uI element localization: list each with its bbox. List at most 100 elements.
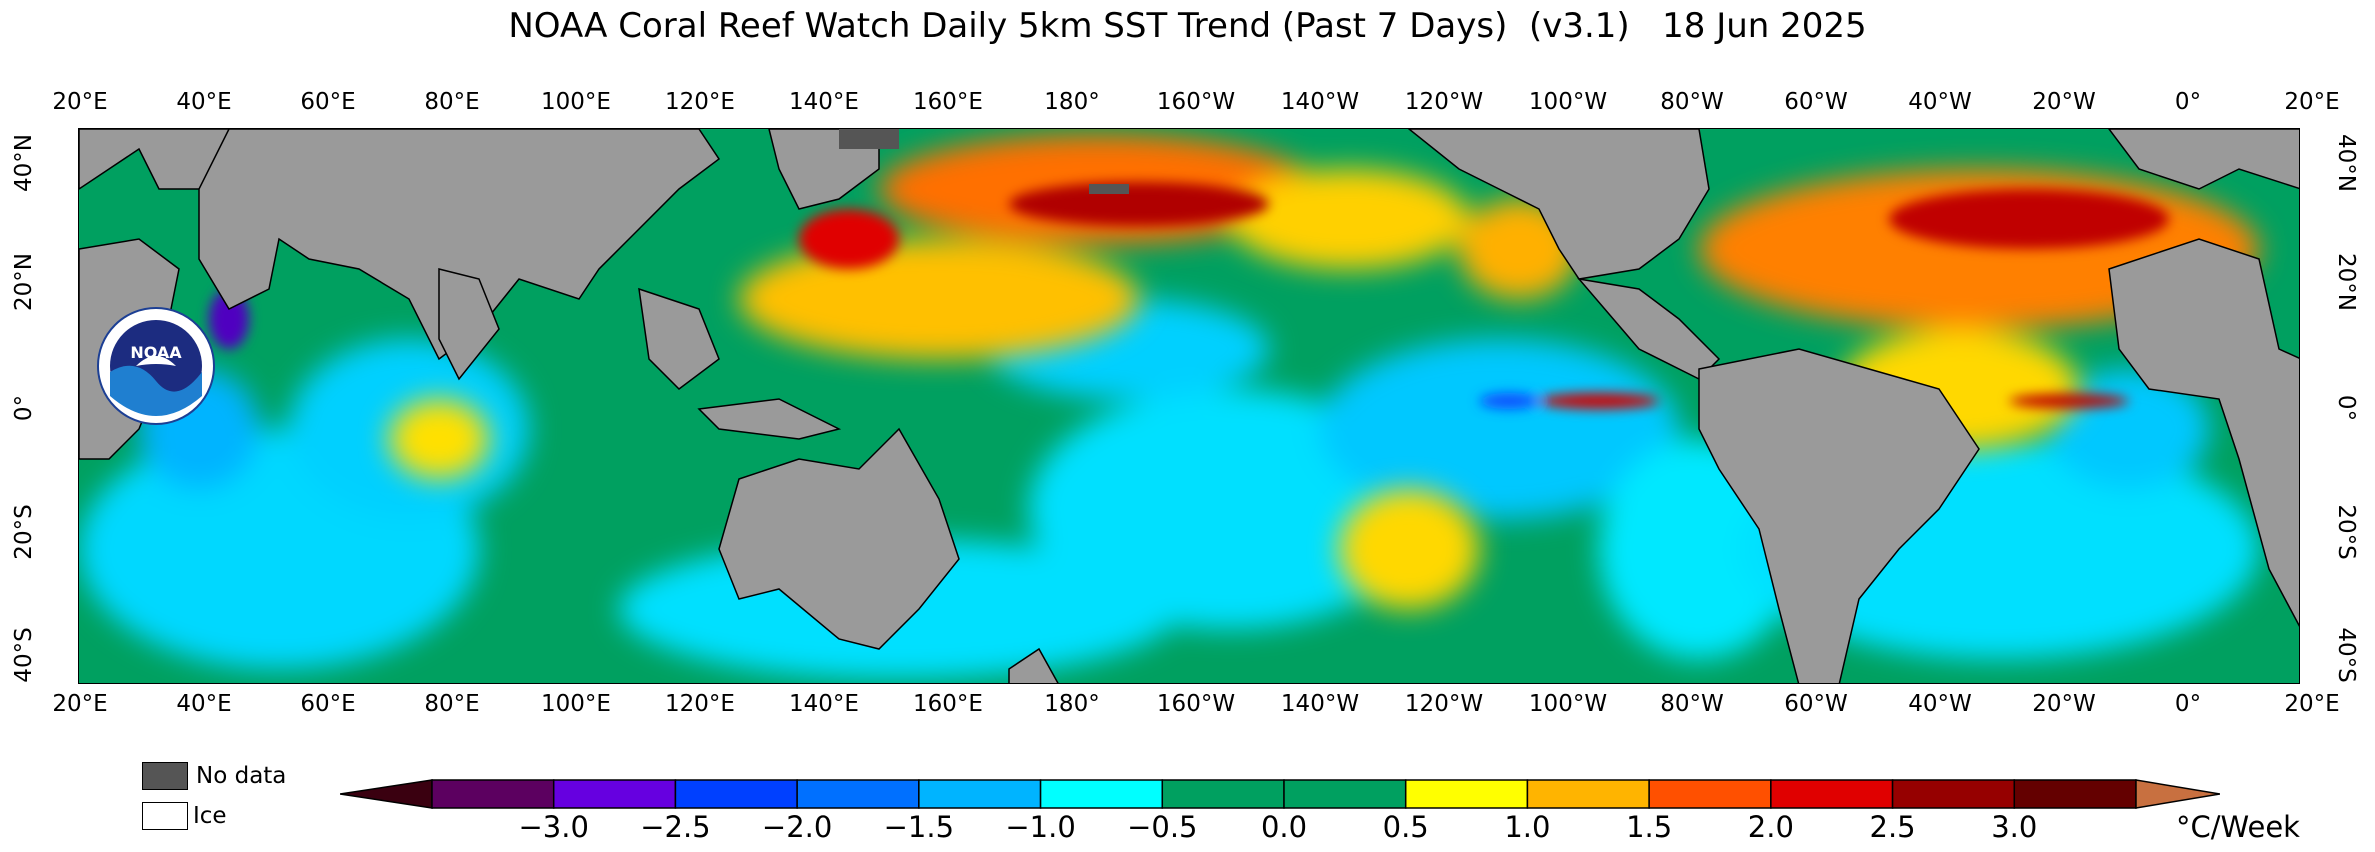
lon-label-top: 60°W <box>1784 89 1848 115</box>
lon-label-top: 40°E <box>176 89 232 115</box>
lon-label-bottom: 20°E <box>52 691 108 717</box>
lat-label-left-40s: 40°S <box>11 627 37 683</box>
land-asia <box>198 129 721 361</box>
colorbar-segment <box>674 779 798 809</box>
lat-label-left-40n: 40°N <box>11 134 37 192</box>
colorbar-segment <box>1526 779 1650 809</box>
lon-label-bottom: 120°W <box>1404 691 1484 717</box>
hot-spots <box>209 182 2169 409</box>
lon-label-top: 20°E <box>52 89 108 115</box>
lat-label-right-20s: 20°S <box>2333 504 2359 560</box>
land-central-america <box>1577 277 1721 380</box>
map-title: NOAA Coral Reef Watch Daily 5km SST Tren… <box>508 6 1867 46</box>
colorbar-tick-label: −2.0 <box>761 810 833 844</box>
lon-label-top: 100°W <box>1528 89 1608 115</box>
lon-label-top: 140°E <box>789 89 859 115</box>
lon-label-bottom: 20°W <box>2032 691 2096 717</box>
lat-label-right-40s: 40°S <box>2333 627 2359 683</box>
lon-label-bottom: 140°W <box>1280 691 1360 717</box>
ice-swatch <box>142 802 188 830</box>
lon-label-top: 80°E <box>424 89 480 115</box>
lon-label-bottom: 40°E <box>176 691 232 717</box>
colorbar-segment <box>1161 779 1285 809</box>
lon-label-top: 120°E <box>665 89 735 115</box>
noaa-logo: NOAA <box>97 307 215 425</box>
lon-label-top: 160°E <box>913 89 983 115</box>
no-data-label: No data <box>196 763 287 789</box>
lat-label-left-20n: 20°N <box>11 253 37 311</box>
colorbar <box>340 779 2220 809</box>
lon-label-bottom: 80°E <box>424 691 480 717</box>
lon-label-top: 80°W <box>1660 89 1724 115</box>
colorbar-tick-label: 0.0 <box>1260 810 1308 844</box>
logo-text: NOAA <box>130 343 182 362</box>
lon-label-top: 120°W <box>1404 89 1484 115</box>
lon-label-top: 40°W <box>1908 89 1972 115</box>
ice-label: Ice <box>193 803 227 829</box>
land-australia <box>718 427 960 650</box>
land-south-america <box>1698 348 1980 683</box>
lon-label-bottom: 0° <box>2174 691 2202 717</box>
colorbar-segment <box>1039 779 1164 809</box>
land-indonesia <box>697 398 842 440</box>
colorbar-tick-label: 2.0 <box>1747 810 1794 844</box>
sst-map-canvas <box>79 129 2299 683</box>
land-indochina <box>638 287 720 390</box>
lon-label-top: 60°E <box>300 89 356 115</box>
lon-label-bottom: 40°W <box>1908 691 1972 717</box>
lon-label-bottom: 100°W <box>1528 691 1608 717</box>
no-data-swatch <box>142 762 188 790</box>
lat-label-left-0: 0° <box>11 394 37 422</box>
lon-label-bottom: 120°E <box>665 691 735 717</box>
colorbar-tick-label: −1.5 <box>883 810 955 844</box>
lon-label-top: 100°E <box>541 89 611 115</box>
colorbar-segment <box>552 779 677 809</box>
lat-label-left-20s: 20°S <box>11 504 37 560</box>
lon-label-top: 140°W <box>1280 89 1360 115</box>
colorbar-tick-label: −2.5 <box>640 810 711 844</box>
colorbar-tick-label: 1.5 <box>1626 810 1673 844</box>
lon-label-bottom: 60°E <box>300 691 356 717</box>
colorbar-segment <box>2013 779 2137 809</box>
colorbar-unit: °C/Week <box>2176 810 2300 844</box>
land-new-zealand <box>1008 647 1059 683</box>
lon-label-top: 180° <box>1044 89 1100 115</box>
lon-label-bottom: 20°E <box>2284 691 2340 717</box>
lat-label-right-0: 0° <box>2333 394 2359 422</box>
colorbar-tick-label: 3.0 <box>1991 810 2038 844</box>
colorbar-over-extension <box>2135 779 2220 809</box>
colorbar-tick-label: 2.5 <box>1869 810 1916 844</box>
colorbar-tick-label: 1.0 <box>1504 810 1551 844</box>
lon-label-bottom: 60°W <box>1784 691 1848 717</box>
colorbar-segment <box>431 779 555 809</box>
colorbar-tick-label: −0.5 <box>1127 810 1198 844</box>
lat-label-right-20n: 20°N <box>2333 253 2359 311</box>
colorbar-segment <box>1891 779 2016 809</box>
lon-label-bottom: 100°E <box>541 691 611 717</box>
no-data-patches <box>839 129 1129 194</box>
land-europe-east <box>2108 129 2299 190</box>
colorbar-tick-label: 0.5 <box>1382 810 1429 844</box>
lat-label-right-40n: 40°N <box>2333 134 2359 192</box>
warm-anomaly-regions <box>389 134 2259 609</box>
colorbar-segment <box>1648 779 1772 809</box>
lon-label-bottom: 180° <box>1044 691 1100 717</box>
lon-label-top: 0° <box>2174 89 2202 115</box>
colorbar-tick-label: −3.0 <box>518 810 589 844</box>
land-masses <box>79 129 2299 683</box>
lon-label-top: 20°W <box>2032 89 2096 115</box>
lon-label-bottom: 160°W <box>1156 691 1236 717</box>
colorbar-segment <box>796 779 920 809</box>
sst-trend-map: NOAA <box>78 128 2300 684</box>
colorbar-segment <box>1770 779 1894 809</box>
lon-label-bottom: 140°E <box>789 691 859 717</box>
lon-label-bottom: 160°E <box>913 691 983 717</box>
colorbar-segment <box>1404 779 1529 809</box>
land-africa-west <box>2108 238 2299 627</box>
lon-label-top: 160°W <box>1156 89 1236 115</box>
colorbar-segment <box>1283 779 1407 809</box>
lon-label-top: 20°E <box>2284 89 2340 115</box>
colorbar-tick-label: −1.0 <box>1005 810 1076 844</box>
land-india <box>438 268 500 381</box>
colorbar-under-extension <box>340 779 433 809</box>
